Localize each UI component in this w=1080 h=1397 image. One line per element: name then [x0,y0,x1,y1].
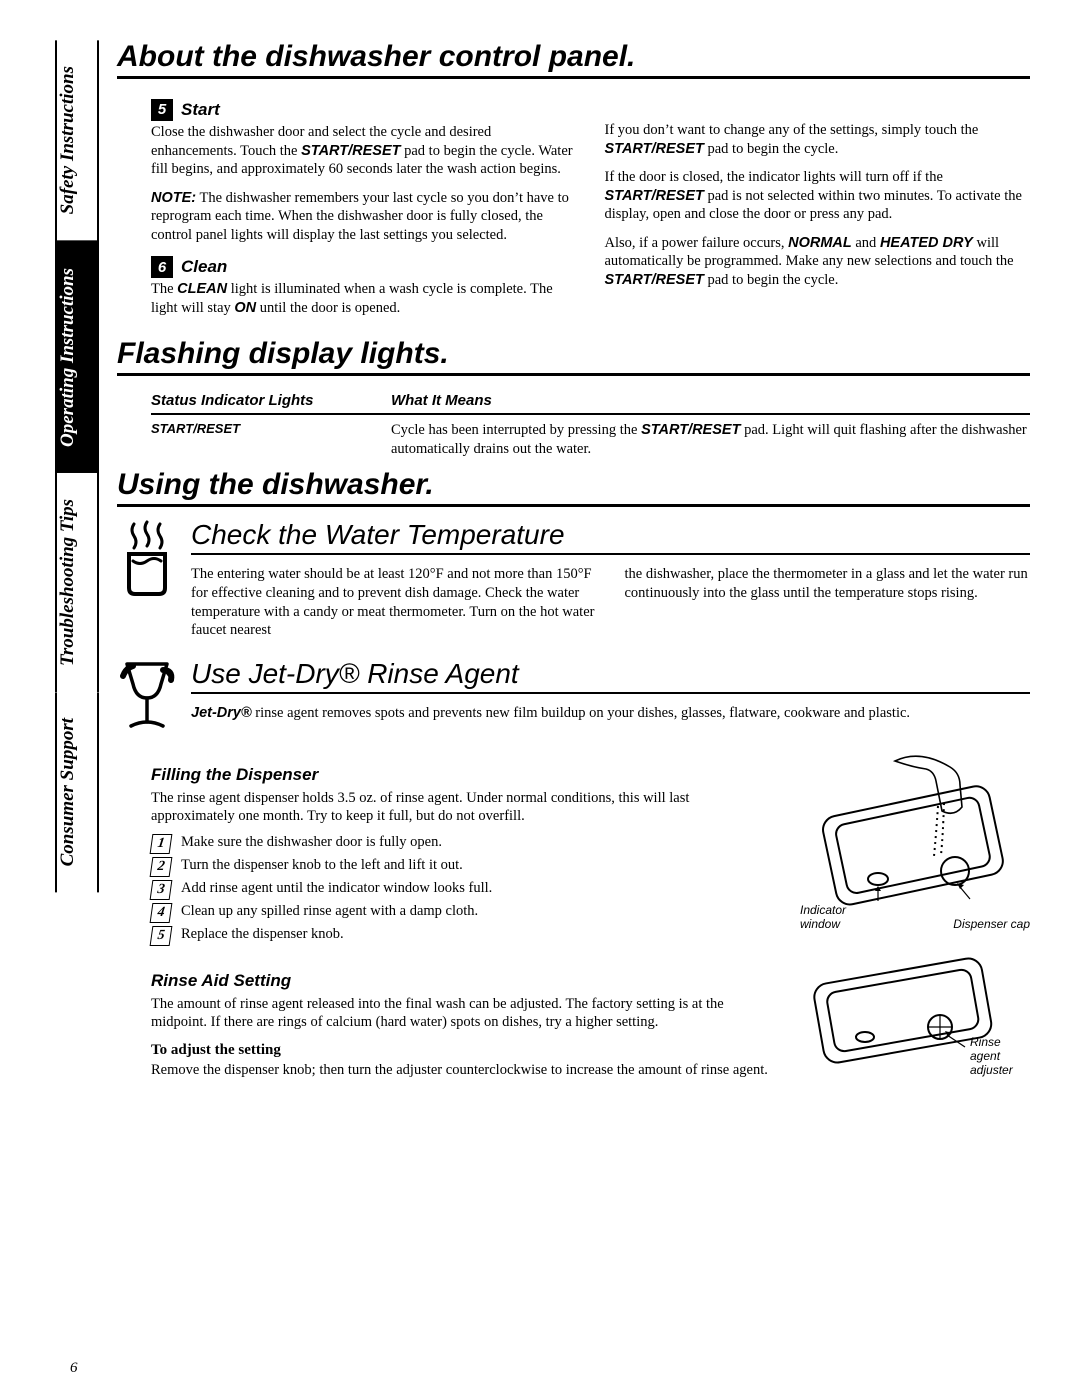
rinseaid-title: Rinse Aid Setting [151,971,770,991]
filling-step: 5Replace the dispenser knob. [151,926,770,946]
step-6-body: The CLEAN light is illuminated when a wa… [151,280,577,317]
fig2-label-adjuster: Rinse agent adjuster [970,1035,1030,1077]
step-6-badge: 6 [151,256,173,278]
cup-steam-icon [117,519,177,599]
check-water-title: Check the Water Temperature [191,519,1030,555]
filling-step: 4Clean up any spilled rinse agent with a… [151,903,770,923]
jetdry-body: Jet-Dry® rinse agent removes spots and p… [191,704,1030,723]
section-flashing-title: Flashing display lights. [117,337,1030,376]
step-5-right-3: Also, if a power failure occurs, NORMAL … [605,234,1031,290]
page-number: 6 [70,1360,78,1377]
filling-step: 1Make sure the dishwasher door is fully … [151,834,770,854]
filling-body: The rinse agent dispenser holds 3.5 oz. … [151,789,770,826]
step-5-right-2: If the door is closed, the indicator lig… [605,168,1031,224]
filling-step: 3Add rinse agent until the indicator win… [151,880,770,900]
wineglass-icon [117,658,177,733]
rinseaid-body2: Remove the dispenser knob; then turn the… [151,1061,770,1080]
lights-table-header: Status Indicator Lights What It Means [151,388,1030,415]
step-5-title: Start [181,99,220,121]
tab-support[interactable]: Consumer Support [55,692,99,892]
tab-troubleshooting[interactable]: Troubleshooting Tips [55,473,99,692]
check-water-right: the dishwasher, place the thermometer in… [625,565,1031,639]
step-5-right-1: If you don’t want to change any of the s… [605,121,1031,158]
rinseaid-body: The amount of rinse agent released into … [151,995,770,1032]
lights-table-row: START/RESET Cycle has been interrupted b… [151,415,1030,468]
step-6-title: Clean [181,256,227,278]
fig1-label-indicator: Indicator window [800,903,870,931]
dispenser-fill-illustration [790,751,1030,921]
filling-steps-list: 1Make sure the dishwasher door is fully … [151,834,770,946]
step-5-badge: 5 [151,99,173,121]
side-tab-strip: Safety Instructions Operating Instructio… [55,40,99,1079]
filling-step: 2Turn the dispenser knob to the left and… [151,857,770,877]
rinseaid-subhead: To adjust the setting [151,1042,770,1059]
section-using-title: Using the dishwasher. [117,468,1030,507]
section-about-title: About the dishwasher control panel. [117,40,1030,79]
tab-operating[interactable]: Operating Instructions [55,242,99,473]
step-5-body: Close the dishwasher door and select the… [151,123,577,179]
step-5-note: NOTE: The dishwasher remembers your last… [151,189,577,245]
filling-title: Filling the Dispenser [151,765,770,785]
check-water-left: The entering water should be at least 12… [191,565,597,639]
fig1-label-cap: Dispenser cap [953,917,1030,931]
tab-safety[interactable]: Safety Instructions [55,40,99,242]
jetdry-title: Use Jet-Dry® Rinse Agent [191,658,1030,694]
